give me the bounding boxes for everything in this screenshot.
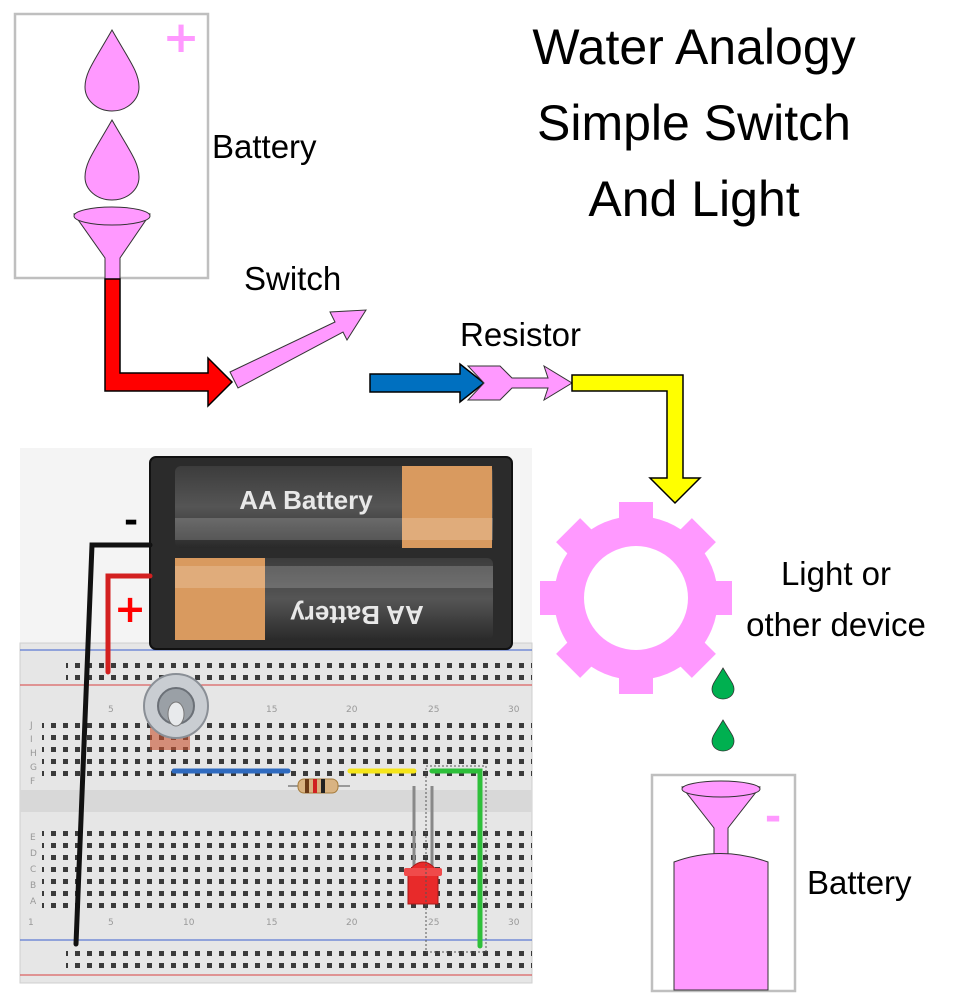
row-letter: J	[29, 721, 33, 731]
water-drop-icon	[84, 28, 140, 112]
water-drop-icon	[84, 118, 140, 201]
column-number: 25	[428, 918, 439, 928]
column-number: 15	[266, 705, 277, 715]
column-number: 10	[183, 918, 195, 928]
aa-cell-bottom-label: AA Battery	[290, 600, 424, 630]
battery-top-label: Battery	[212, 128, 317, 165]
plus-sign: +	[114, 587, 146, 631]
row-letter: H	[30, 749, 37, 759]
resistor-pipe	[466, 364, 573, 402]
column-number: 20	[346, 918, 358, 928]
funnel-rim	[681, 780, 761, 798]
row-letter: F	[30, 777, 35, 787]
row-letter: B	[30, 881, 36, 891]
red-wire	[105, 573, 153, 675]
resistor-component	[288, 778, 350, 794]
led-component	[404, 861, 442, 905]
column-number: 5	[108, 918, 114, 928]
breadboard-circuit: J I H G F E D C B A 5 10 15 20 25 30 1 5…	[19, 448, 533, 984]
column-number: 30	[508, 918, 520, 928]
green-wire	[429, 768, 483, 949]
row-letter: E	[30, 833, 36, 843]
aa-cell-top-label: AA Battery	[239, 485, 373, 515]
title-line-1: Water Analogy	[532, 19, 855, 75]
minus-sign: -	[765, 794, 782, 840]
yellow-pipe-arrow	[571, 374, 702, 505]
minus-sign: -	[124, 501, 138, 541]
water-tank	[673, 853, 769, 991]
switch-label: Switch	[244, 260, 341, 297]
column-number: 5	[108, 705, 114, 715]
column-number: 15	[266, 918, 277, 928]
red-pipe-arrow	[104, 278, 234, 408]
column-number: 25	[428, 705, 439, 715]
plus-sign: +	[163, 12, 200, 63]
title-line-2: Simple Switch	[537, 95, 851, 151]
blue-pipe-arrow	[369, 362, 486, 404]
device-label-line-1: Light or	[781, 555, 891, 592]
green-drop-icon	[711, 667, 735, 700]
column-number: 20	[346, 705, 358, 715]
row-letter: A	[30, 897, 37, 907]
row-letter: G	[30, 763, 37, 773]
battery-bottom-label: Battery	[807, 864, 912, 901]
resistor-label: Resistor	[460, 316, 581, 353]
column-number: 30	[508, 705, 520, 715]
column-number: 1	[28, 918, 34, 928]
switch-arrow	[229, 309, 367, 389]
funnel-rim	[73, 206, 151, 226]
row-letter: I	[30, 735, 33, 745]
gear-icon	[540, 502, 732, 694]
device-label-line-2: other device	[746, 606, 926, 643]
row-letter: D	[30, 849, 37, 859]
toggle-switch	[143, 673, 209, 750]
black-wire	[73, 542, 153, 947]
title-line-3: And Light	[588, 171, 799, 227]
green-drop-icon	[711, 719, 735, 752]
breadboard	[19, 642, 533, 984]
row-letter: C	[30, 865, 36, 875]
